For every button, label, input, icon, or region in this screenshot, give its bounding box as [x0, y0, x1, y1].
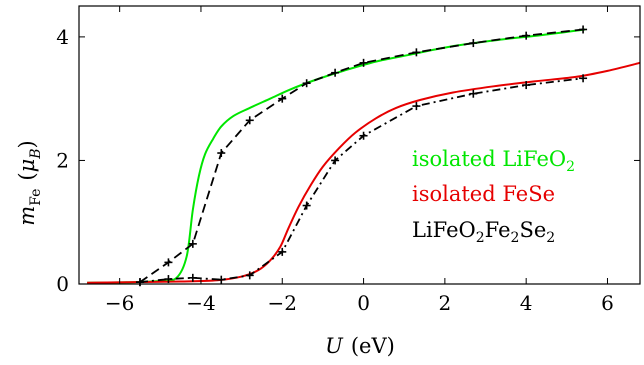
data-point-marker — [302, 79, 311, 88]
data-point-marker — [331, 156, 340, 165]
y-axis-label: mFe(μB) — [15, 140, 44, 226]
y-tick-label: 2 — [56, 148, 69, 172]
data-point-marker — [164, 275, 173, 284]
data-point-marker — [245, 271, 254, 280]
series-line-1 — [87, 61, 641, 284]
marker-layer — [135, 25, 588, 287]
x-tick-label: 0 — [357, 291, 370, 315]
x-tick-label: −6 — [105, 291, 134, 315]
x-axis-label: U (eV) — [325, 334, 395, 358]
tick-labels: −6 −4 −2 0 2 4 6 0 2 4 — [56, 6, 640, 315]
y-tick-label: 0 — [56, 272, 69, 296]
plot-frame — [78, 5, 641, 285]
legend-entry-isolated-lifeo2: isolated LiFeO2 — [412, 147, 575, 175]
data-point-marker — [522, 81, 531, 90]
data-point-marker — [245, 116, 254, 125]
data-point-marker — [522, 31, 531, 40]
data-point-marker — [469, 89, 478, 98]
x-tick-label: 6 — [601, 291, 614, 315]
legend: isolated LiFeO2 isolated FeSe LiFeO2Fe2S… — [412, 147, 575, 246]
x-tick-label: 2 — [439, 291, 452, 315]
data-point-marker — [469, 39, 478, 48]
axes-frame — [78, 5, 641, 285]
data-point-marker — [359, 58, 368, 67]
data-point-marker — [278, 247, 287, 256]
x-tick-label: −4 — [186, 291, 215, 315]
data-point-marker — [331, 68, 340, 77]
data-point-marker — [278, 94, 287, 103]
data-point-marker — [135, 278, 144, 287]
data-point-marker — [188, 239, 197, 248]
data-point-marker — [412, 102, 421, 111]
data-point-marker — [217, 275, 226, 284]
data-point-marker — [359, 131, 368, 140]
data-point-marker — [412, 48, 421, 57]
data-point-marker — [188, 273, 197, 282]
y-tick-label: 4 — [56, 25, 69, 49]
x-tick-label: −2 — [268, 291, 297, 315]
x-tick-label: 4 — [520, 291, 533, 315]
legend-entry-lifeo2fe2se2: LiFeO2Fe2Se2 — [412, 218, 555, 246]
data-point-marker — [579, 74, 588, 83]
data-point-marker — [217, 149, 226, 158]
series-line-0 — [87, 28, 586, 284]
data-point-marker — [164, 258, 173, 267]
legend-entry-isolated-fese: isolated FeSe — [412, 182, 555, 206]
data-point-marker — [579, 25, 588, 34]
data-point-marker — [302, 201, 311, 210]
series-line-3 — [139, 77, 584, 284]
